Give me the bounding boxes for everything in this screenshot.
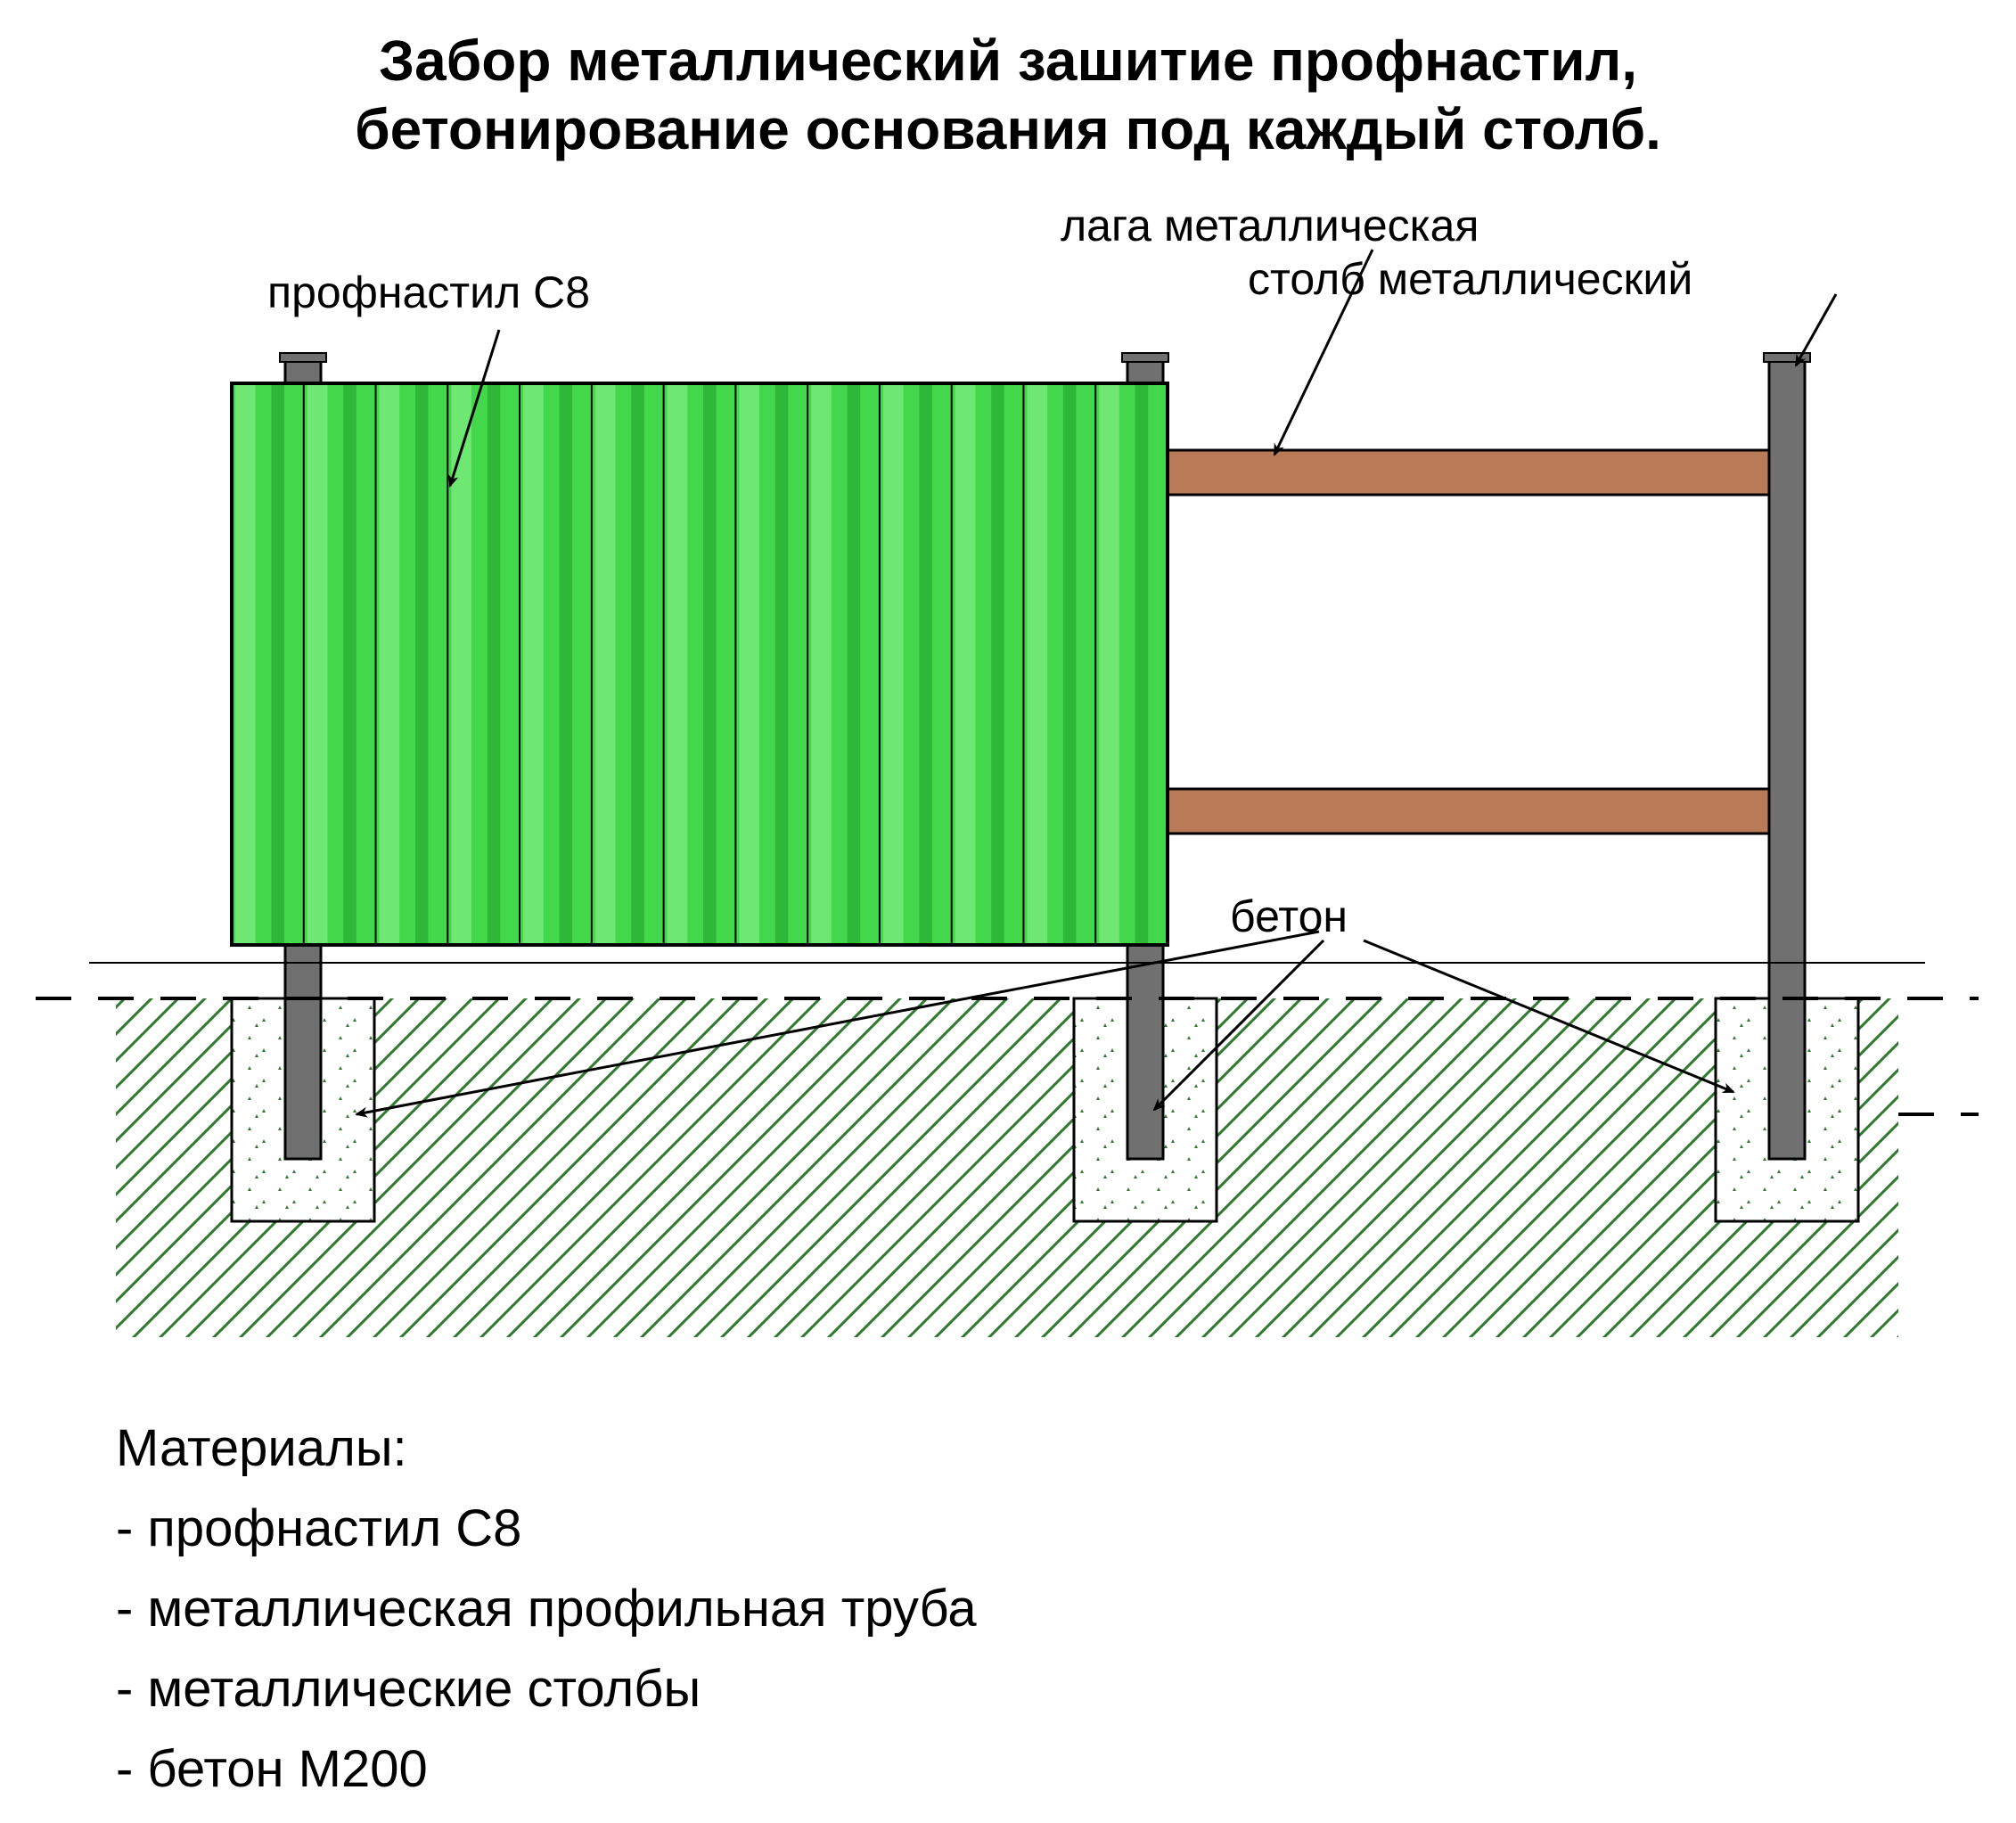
callout-stolb: столб металлический — [1248, 254, 1692, 306]
page: Забор металлический зашитие профнастил, … — [0, 0, 2016, 1823]
materials-item: - металлическая профильная труба — [116, 1569, 977, 1649]
callout-beton: бетон — [1230, 891, 1348, 943]
callout-profnastil: профнастил С8 — [267, 267, 590, 319]
materials-item: - металлические столбы — [116, 1649, 977, 1729]
materials-heading: Материалы: — [116, 1408, 977, 1489]
materials-block: Материалы: - профнастил С8 - металлическ… — [116, 1408, 977, 1809]
materials-item: - бетон М200 — [116, 1729, 977, 1810]
materials-item: - профнастил С8 — [116, 1489, 977, 1569]
callout-laga: лага металлическая — [1061, 201, 1479, 252]
